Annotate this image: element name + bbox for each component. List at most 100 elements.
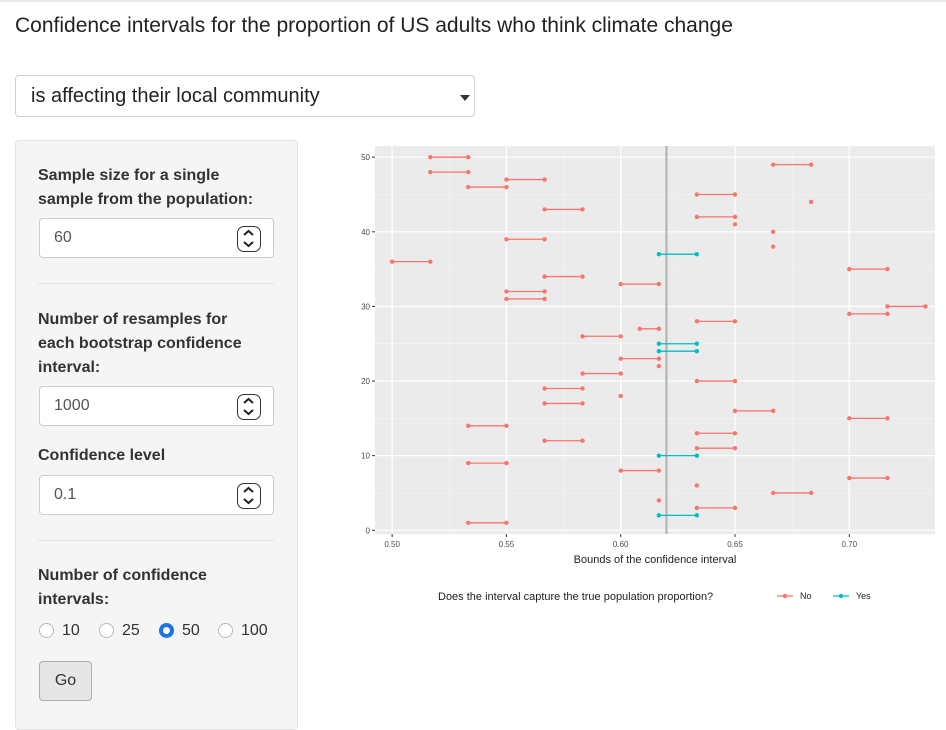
interval-upper-point bbox=[580, 438, 585, 443]
interval-lower-point bbox=[618, 468, 623, 473]
radio-circle[interactable] bbox=[218, 623, 233, 638]
interval-upper-point bbox=[618, 371, 623, 376]
statement-select[interactable]: is affecting their local community bbox=[15, 75, 475, 117]
interval-41 bbox=[732, 222, 738, 227]
confidence-level-spinner[interactable] bbox=[237, 483, 261, 509]
interval-upper-point bbox=[580, 274, 585, 279]
interval-34 bbox=[542, 274, 585, 279]
legend-key-point bbox=[838, 593, 844, 599]
interval-lower-point bbox=[504, 296, 509, 302]
interval-upper-point bbox=[694, 453, 700, 458]
top-border bbox=[0, 0, 946, 2]
radio-label: 50 bbox=[182, 622, 200, 639]
interval-upper-point bbox=[542, 289, 547, 294]
spinner-down-icon[interactable] bbox=[238, 407, 259, 419]
interval-21 bbox=[580, 371, 623, 376]
radio-circle[interactable] bbox=[99, 623, 114, 638]
go-button[interactable]: Go bbox=[39, 661, 92, 701]
interval-lower-point bbox=[694, 505, 700, 511]
interval-lower-point bbox=[694, 214, 700, 220]
interval-lower-point bbox=[885, 304, 890, 309]
interval-lower-point bbox=[847, 311, 852, 317]
interval-lower-point bbox=[504, 177, 509, 182]
interval-point bbox=[732, 222, 738, 227]
sample-size-spinner[interactable] bbox=[237, 226, 261, 252]
interval-lower-point bbox=[694, 378, 700, 384]
minor-gridlines bbox=[375, 146, 935, 534]
radio-circle-selected[interactable] bbox=[159, 623, 174, 638]
radio-label: 10 bbox=[62, 622, 80, 639]
interval-point bbox=[656, 363, 662, 369]
interval-37 bbox=[656, 251, 700, 257]
spinner-down-icon[interactable] bbox=[238, 496, 259, 508]
interval-lower-point bbox=[618, 281, 623, 287]
interval-upper-point bbox=[770, 408, 776, 414]
interval-upper-point bbox=[732, 431, 738, 436]
interval-upper-point bbox=[694, 513, 700, 518]
y-tick-label: 0 bbox=[366, 526, 371, 535]
interval-2 bbox=[656, 513, 700, 518]
interval-32 bbox=[504, 289, 547, 294]
interval-upper-point bbox=[885, 311, 890, 317]
legend-key-point bbox=[782, 593, 788, 599]
legend-item-yes: Yes bbox=[833, 591, 871, 601]
interval-lower-point bbox=[466, 520, 471, 526]
interval-27 bbox=[637, 326, 662, 332]
interval-point bbox=[694, 483, 700, 488]
confidence-level-input[interactable]: 0.1 bbox=[39, 475, 274, 515]
interval-point bbox=[656, 498, 662, 503]
num-intervals-label-line2: intervals: bbox=[38, 591, 110, 608]
spinner-up-icon[interactable] bbox=[238, 395, 259, 407]
interval-lower-point bbox=[847, 475, 852, 481]
interval-upper-point bbox=[542, 177, 547, 182]
sample-size-value: 60 bbox=[54, 229, 72, 246]
interval-lower-point bbox=[637, 326, 642, 332]
interval-lower-point bbox=[466, 184, 471, 190]
interval-46 bbox=[466, 184, 509, 190]
sample-size-label-line1: Sample size for a single bbox=[38, 167, 220, 184]
confidence-level-label: Confidence level bbox=[38, 447, 166, 464]
sample-size-input[interactable]: 60 bbox=[39, 218, 274, 258]
confidence-level-value: 0.1 bbox=[54, 486, 77, 503]
num-intervals-label-line1: Number of confidence bbox=[38, 567, 207, 584]
interval-lower-point bbox=[466, 423, 471, 429]
interval-lower-point bbox=[504, 237, 509, 242]
y-tick-label: 50 bbox=[361, 153, 370, 162]
interval-marks bbox=[389, 154, 928, 526]
spinner-up-icon[interactable] bbox=[238, 484, 259, 496]
resamples-value: 1000 bbox=[54, 397, 90, 414]
interval-lower-point bbox=[847, 266, 852, 272]
interval-lower-point bbox=[656, 513, 662, 518]
interval-20 bbox=[694, 378, 738, 384]
interval-upper-point bbox=[504, 423, 509, 429]
x-tick-label: 0.60 bbox=[613, 540, 629, 549]
interval-upper-point bbox=[580, 386, 585, 391]
resamples-spinner[interactable] bbox=[237, 394, 261, 420]
interval-lower-point bbox=[580, 334, 585, 339]
resamples-label: Number of resamples for each bootstrap c… bbox=[38, 308, 242, 380]
interval-40 bbox=[770, 229, 776, 235]
spinner-down-icon[interactable] bbox=[238, 239, 259, 251]
interval-lower-point bbox=[656, 341, 662, 346]
radio-circle[interactable] bbox=[39, 623, 54, 638]
resamples-input[interactable]: 1000 bbox=[39, 386, 274, 426]
interval-upper-point bbox=[542, 296, 547, 302]
interval-49 bbox=[770, 162, 814, 167]
interval-23 bbox=[618, 356, 662, 361]
legend-title: Does the interval capture the true popul… bbox=[438, 591, 713, 603]
interval-upper-point bbox=[732, 445, 738, 451]
interval-38 bbox=[770, 244, 776, 249]
spinner-up-icon[interactable] bbox=[238, 227, 259, 239]
interval-point bbox=[770, 229, 776, 235]
interval-point bbox=[618, 393, 623, 399]
plot-panel bbox=[375, 146, 935, 534]
interval-13 bbox=[694, 431, 738, 436]
interval-lower-point bbox=[542, 386, 547, 391]
interval-lower-point bbox=[694, 445, 700, 451]
major-gridlines bbox=[375, 146, 935, 534]
divider bbox=[38, 540, 274, 541]
interval-upper-point bbox=[466, 154, 471, 160]
interval-upper-point bbox=[694, 251, 700, 257]
radio-label: 100 bbox=[241, 622, 268, 639]
interval-upper-point bbox=[732, 192, 738, 197]
